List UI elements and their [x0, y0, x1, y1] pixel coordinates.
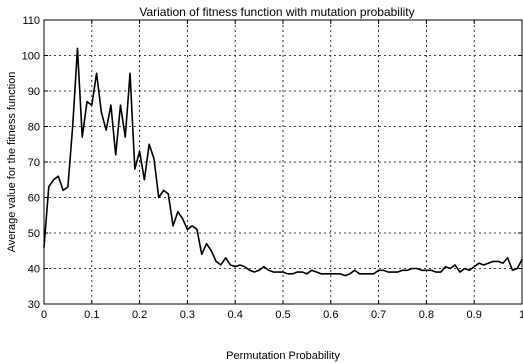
y-tick-label: 40: [28, 264, 40, 276]
chart-title: Variation of fitness function with mutat…: [139, 5, 414, 19]
x-tick-label: 0.5: [275, 309, 290, 321]
x-tick-label: 0.7: [371, 309, 386, 321]
axis-ticks: 0 0.1 0.2 0.3 0.4 0.5 0.6 0.7 0.8 0.9 1 30 40 50 60 70 8…: [22, 15, 523, 321]
x-tick-label: 0.1: [84, 309, 99, 321]
y-tick-label: 70: [28, 157, 40, 169]
y-tick-label: 100: [22, 51, 40, 63]
y-axis-label: Average value for the fitness function: [6, 72, 18, 253]
y-tick-label: 80: [28, 122, 40, 134]
y-tick-label: 50: [28, 228, 40, 240]
x-axis-label: Permutation Probability: [226, 350, 340, 362]
y-tick-label: 60: [28, 193, 40, 205]
x-tick-label: 0.9: [467, 309, 482, 321]
x-tick-label: 1: [519, 309, 523, 321]
x-tick-label: 0: [41, 309, 47, 321]
y-tick-label: 90: [28, 86, 40, 98]
x-tick-label: 0.3: [180, 309, 195, 321]
x-tick-label: 0.4: [228, 309, 243, 321]
grid: [44, 20, 522, 304]
y-tick-label: 30: [28, 299, 40, 311]
x-tick-label: 0.6: [323, 309, 338, 321]
x-tick-label: 0.2: [132, 309, 147, 321]
series-layer: [43, 47, 523, 277]
x-tick-label: 0.8: [419, 309, 434, 321]
y-tick-label: 110: [22, 15, 40, 27]
series-line: [43, 47, 523, 277]
